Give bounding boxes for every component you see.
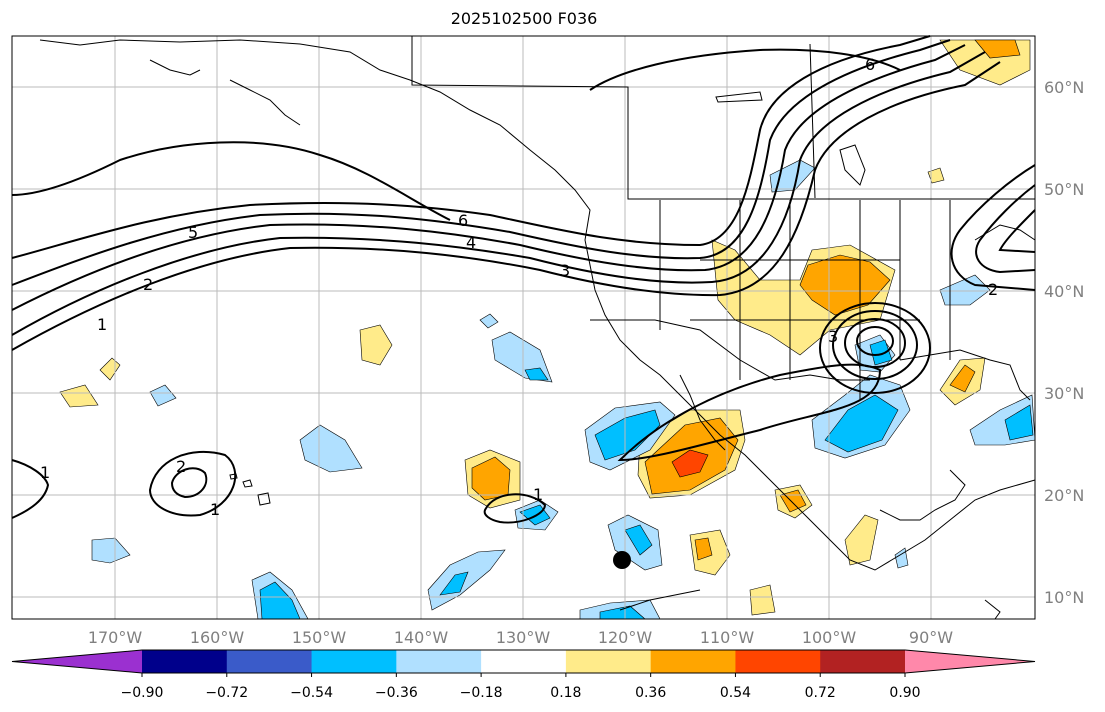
- anomaly-blue: [869, 339, 893, 366]
- lon-label: 170°W: [88, 628, 143, 647]
- contour-label: 3: [560, 261, 570, 280]
- anomaly-orange: [694, 537, 713, 561]
- anomaly-red: [671, 449, 709, 478]
- anomaly-orange: [799, 254, 891, 316]
- contour-label: 3: [828, 327, 838, 346]
- contour-label: 2: [988, 280, 998, 299]
- colorbar-segment: [396, 650, 482, 673]
- anomaly-blue: [259, 581, 301, 620]
- anomaly-lightblue: [939, 274, 991, 306]
- contour-label: 1: [210, 500, 220, 519]
- colorbar-segment: [820, 650, 906, 673]
- lon-label: 150°W: [292, 628, 347, 647]
- anomaly-blue: [439, 571, 469, 596]
- lat-label: 40°N: [1044, 282, 1084, 301]
- anomaly-lightblue: [299, 424, 363, 473]
- lon-label: 120°W: [598, 628, 653, 647]
- contour-label: 1: [533, 485, 543, 504]
- colorbar-tick-label: −0.18: [460, 685, 503, 701]
- colorbar-tick-label: 0.90: [889, 685, 920, 701]
- lat-label: 20°N: [1044, 486, 1084, 505]
- filled-anomalies: [59, 39, 1036, 620]
- colorbar-tick-label: 0.36: [635, 685, 666, 701]
- colorbar-tick-label: −0.90: [121, 685, 164, 701]
- colorbar-tick-label: 0.18: [550, 685, 581, 701]
- lon-label: 130°W: [496, 628, 551, 647]
- location-marker: [613, 551, 631, 569]
- colorbar-segment: [311, 650, 397, 673]
- anomaly-yellow: [844, 514, 879, 566]
- contour-lines: [11, 35, 1036, 524]
- lon-label: 100°W: [802, 628, 857, 647]
- lat-label: 50°N: [1044, 180, 1084, 199]
- anomaly-lightblue: [427, 549, 506, 611]
- contour-label: 1: [40, 463, 50, 482]
- colorbar-segment: [565, 650, 652, 673]
- colorbar: −0.90 −0.72 −0.54 −0.36 −0.18 0.18 0.36 0.54 0.7…: [11, 649, 1036, 701]
- anomaly-blue: [824, 394, 899, 453]
- anomaly-lightblue: [149, 384, 177, 407]
- colorbar-segment: [481, 650, 567, 673]
- anomaly-lightblue: [894, 547, 909, 569]
- colorbar-tick-label: −0.36: [375, 685, 418, 701]
- lon-label: 160°W: [190, 628, 245, 647]
- colorbar-extend-low: [12, 650, 142, 673]
- lat-label: 10°N: [1044, 588, 1084, 607]
- colorbar-segment: [226, 650, 313, 673]
- longitude-labels: 170°W 160°W 150°W 140°W 130°W 120°W 110°…: [88, 628, 953, 647]
- anomaly-yellow: [59, 384, 99, 408]
- colorbar-tick-label: 0.54: [720, 685, 751, 701]
- colorbar-tick-label: −0.54: [290, 685, 333, 701]
- latitude-labels: 60°N 50°N 40°N 30°N 20°N 10°N: [1044, 78, 1084, 607]
- contour-label: 5: [188, 223, 198, 242]
- contour-label: 4: [466, 233, 476, 252]
- colorbar-tick-label: 0.72: [805, 685, 836, 701]
- lon-label: 140°W: [394, 628, 449, 647]
- contour-label: 6: [458, 211, 468, 230]
- contour-label-group: 6 5 4 3 2 1 6 2 1 1 2 1 3: [40, 55, 998, 519]
- contour-label: 2: [176, 457, 186, 476]
- colorbar-segment: [650, 650, 736, 673]
- contour-label: 6: [865, 55, 875, 74]
- anomaly-blue: [624, 524, 653, 556]
- anomaly-yellow: [359, 324, 393, 366]
- hawaii-islands: [229, 473, 271, 506]
- map-title: 2025102500 F036: [450, 9, 598, 28]
- anomaly-orange: [949, 364, 976, 393]
- contour-label: 2: [143, 275, 153, 294]
- map-border: [11, 35, 1036, 620]
- anomaly-lightblue: [91, 537, 131, 564]
- anomaly-yellow: [749, 584, 776, 616]
- lat-label: 60°N: [1044, 78, 1084, 97]
- lon-label: 110°W: [700, 628, 755, 647]
- contour-label: 1: [97, 315, 107, 334]
- anomaly-blue: [1004, 404, 1034, 441]
- anomaly-blue: [524, 367, 549, 381]
- colorbar-extend-high: [905, 650, 1035, 673]
- lon-label: 90°W: [909, 628, 953, 647]
- colorbar-segment: [142, 650, 228, 673]
- colorbar-tick-label: −0.72: [205, 685, 248, 701]
- anomaly-lightblue: [479, 313, 499, 329]
- lat-label: 30°N: [1044, 384, 1084, 403]
- colorbar-segment: [735, 650, 821, 673]
